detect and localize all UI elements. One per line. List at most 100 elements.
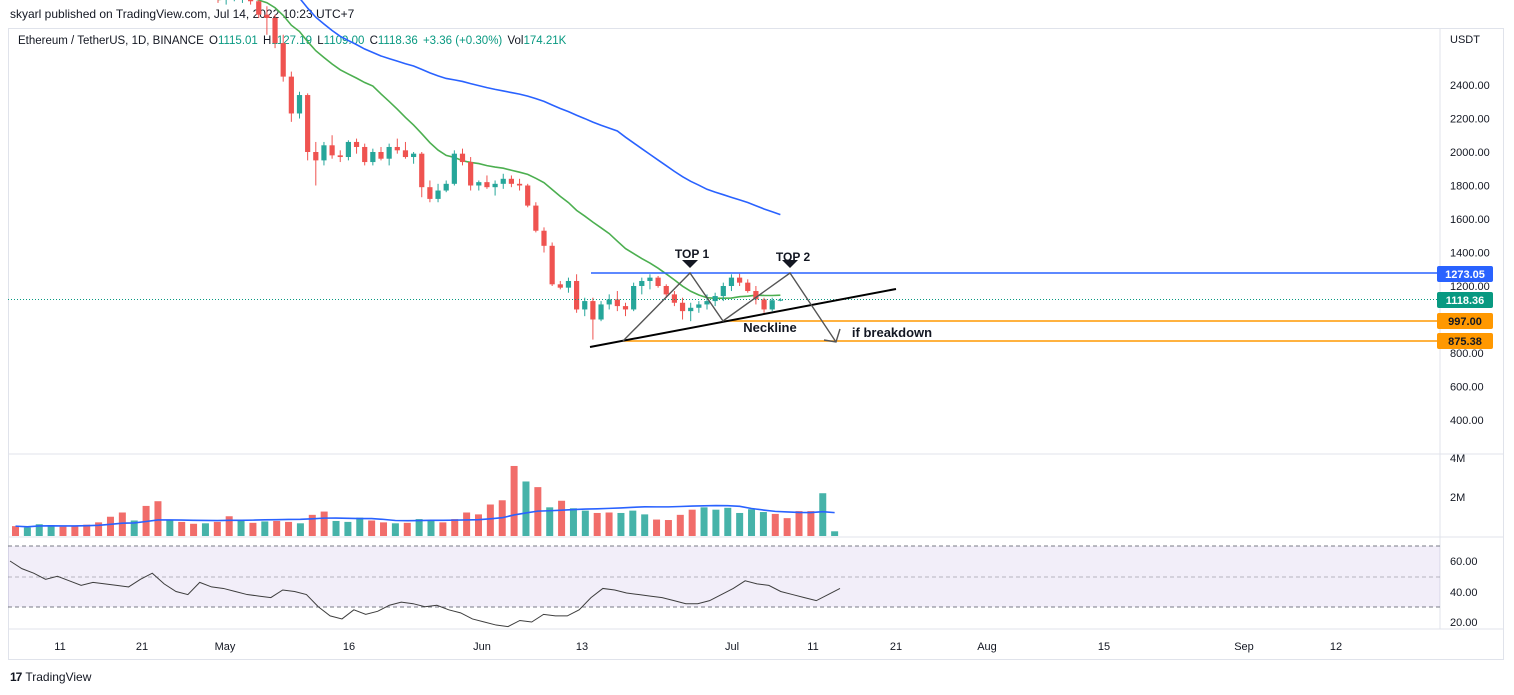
volume-bar [486,504,494,536]
candle-body [288,76,294,114]
candle [451,150,457,186]
volume-bar [819,493,827,536]
annotation-label: if breakdown [852,325,932,340]
candle-body [386,146,392,159]
candle-body [321,145,327,161]
candle [225,0,227,5]
candle-body [549,245,555,285]
candle-body [378,152,384,159]
time-tick-label: 12 [1330,641,1342,653]
candle [598,301,604,322]
candle-body [370,152,376,163]
footer-brand[interactable]: TradingView [25,670,92,684]
candle-body [655,277,661,286]
candle [590,297,596,340]
candle [508,175,514,188]
price-tick-label: 800.00 [1450,348,1484,360]
candle [288,71,294,122]
candle-body [688,307,694,312]
volume-axis-ticks: 4M 2M [1450,453,1465,504]
price-tick-label: 600.00 [1450,382,1484,394]
rsi-band [8,546,1440,607]
rsi-layer [9,560,841,628]
candle [264,6,270,35]
candle-body [411,153,417,158]
candle-body [272,18,278,44]
price-tick-label: 1400.00 [1450,248,1490,260]
price-axis-ticks: 2400.00 2200.00 2000.00 1800.00 1600.00 1400.… [1450,80,1490,427]
candle [492,180,498,196]
volume-bar [261,521,269,536]
candle-body [337,155,343,158]
annotation-label: Neckline [743,320,796,335]
candle [484,175,490,189]
candle-body [647,277,653,281]
candle [557,280,563,290]
volume-bar [522,481,530,536]
volume-bar [178,521,186,536]
annotation-label: TOP 1 [675,247,710,261]
time-tick-label: Sep [1234,641,1254,653]
symbol-name[interactable]: Ethereum / TetherUS, 1D, BINANCE [18,35,204,47]
time-tick-label: 16 [343,641,355,653]
price-tick-label: 2400.00 [1450,80,1490,92]
candle-body [704,301,710,305]
candle [435,183,441,203]
candle-body [671,294,677,303]
high-label: H [263,35,272,47]
candle [525,183,531,208]
chart-frame[interactable] [8,28,1504,660]
candle [728,274,735,292]
candle [533,202,539,233]
volume-bar [237,519,245,536]
volume-bar [641,514,649,536]
volume-bar [225,516,233,536]
candle-body [614,299,620,307]
candle-body [574,280,580,310]
volume-bar [285,521,293,536]
volume-bar [344,521,352,536]
candle-body [631,286,637,310]
candle-body [500,178,506,184]
candle-body [590,301,596,320]
volume-bar [771,513,779,536]
volume-bar [439,522,447,536]
price-tick-label: 2000.00 [1450,147,1490,159]
candle-body [582,301,588,310]
price-label-box [1437,292,1493,308]
price-label: 997.00 [1437,313,1493,329]
candle-body [329,145,335,156]
volume-bar [795,511,803,536]
candle [712,292,718,307]
price-tick-label: 1600.00 [1450,214,1490,226]
time-tick-label: 21 [890,641,902,653]
candle-body [557,284,563,288]
price-unit: USDT [1450,34,1480,46]
volume-bar [332,520,340,536]
candle-body [427,187,433,199]
time-tick-label: Jun [473,641,491,653]
candle [419,152,425,198]
candle-body [737,277,743,283]
volume-bar [154,501,162,536]
annotation-label: TOP 2 [776,250,811,264]
candle [345,140,351,161]
time-tick-label: 11 [807,641,818,653]
candle [769,297,775,312]
volume-bar [47,525,55,536]
open-value: 1115.01 [217,35,258,47]
candle-body [296,95,303,114]
candle [386,143,392,166]
volume-bar [783,518,791,536]
volume-bar [308,514,316,536]
volume-bar [118,512,126,536]
candle-body [679,302,686,312]
volume-bar [23,527,31,536]
price-label-box [1437,333,1493,349]
candle [459,148,466,166]
candle [427,180,433,203]
volume-bar [59,526,67,536]
rsi-axis-ticks: 60.00 40.00 20.00 [1450,556,1478,629]
volume-layer [12,465,839,536]
